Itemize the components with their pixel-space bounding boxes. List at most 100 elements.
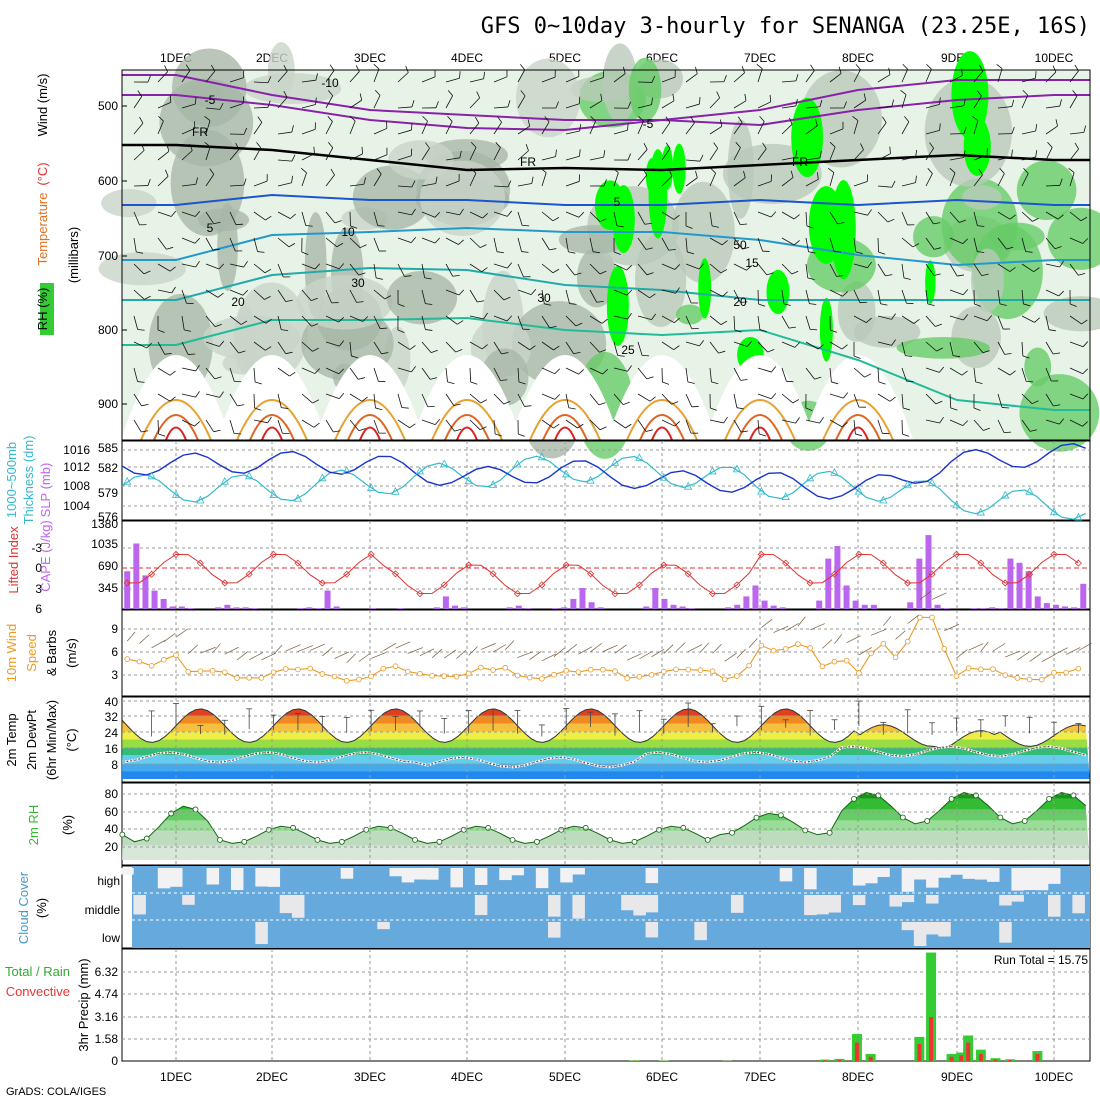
rh-fill xyxy=(1043,296,1100,332)
cloud-gap xyxy=(645,868,659,884)
lifted-index-tick-label: 6 xyxy=(35,602,42,616)
temp-contour-25 xyxy=(724,399,796,441)
wind-barb xyxy=(733,237,743,250)
rh-fill xyxy=(101,189,157,218)
wind-barb xyxy=(757,211,772,218)
wind-barb-10m xyxy=(822,639,833,649)
wind-barb xyxy=(997,68,1003,83)
wind-barb xyxy=(637,315,652,321)
wind-barb xyxy=(397,211,412,216)
wind-speed-marker xyxy=(563,667,570,674)
wind-barb xyxy=(541,172,547,187)
thickness-marker xyxy=(513,459,522,468)
cape-bar xyxy=(597,607,604,609)
wind-barb-10m xyxy=(492,644,507,653)
wind-barb-feather xyxy=(470,167,477,174)
wind-barb xyxy=(133,289,145,300)
wind-barb-feather xyxy=(425,329,433,331)
wind-barb-10m xyxy=(627,653,642,661)
wind-barb-feather xyxy=(759,329,767,332)
wind-barb-feather xyxy=(929,142,934,149)
temperature-contour-label: 15 xyxy=(745,256,759,270)
wind-barb-feather xyxy=(1055,119,1058,127)
wind-barb xyxy=(589,156,604,161)
bottom-date-labels: 1DEC 2DEC 3DEC 4DEC 5DEC 6DEC 7DEC 8DEC 9DEC 10DE… xyxy=(160,1070,1074,1084)
wind-barb xyxy=(253,237,258,252)
rh-marker xyxy=(412,836,418,843)
wind-barb-feather xyxy=(831,381,839,385)
wind-barb-feather xyxy=(675,287,680,294)
wind-barb-feather xyxy=(454,428,462,432)
wind-barb-feather xyxy=(137,90,143,97)
cape-bar xyxy=(725,607,732,609)
wind-barb xyxy=(901,367,907,382)
cape-bar xyxy=(160,598,167,609)
wind-barb-feather xyxy=(305,225,313,227)
wind-barb xyxy=(757,121,765,135)
wind-barb xyxy=(901,69,909,83)
wind-barb-feather xyxy=(166,246,174,250)
rh-marker xyxy=(265,826,272,833)
rh-fill xyxy=(203,315,301,361)
wind-barb-10m xyxy=(748,638,758,648)
temp-label-1: 2m Temp xyxy=(4,713,19,766)
wind-barb-feather xyxy=(459,71,461,79)
wind-barb xyxy=(517,367,520,382)
wind-barb xyxy=(133,150,145,161)
wind-barb xyxy=(877,315,892,320)
cloud-gap xyxy=(572,895,585,919)
wind-barb-feather xyxy=(834,251,842,253)
wind-barb-feather xyxy=(1011,149,1013,157)
precip-bar-convective xyxy=(949,1056,954,1061)
wind-barb-feather xyxy=(575,322,583,327)
wind-barb-feather xyxy=(617,355,625,357)
wind-barb-feather xyxy=(267,100,271,108)
wind-barb-feather xyxy=(301,251,309,256)
cape-bar xyxy=(552,608,559,609)
wind-barb xyxy=(277,159,292,162)
cape-bar xyxy=(916,558,923,609)
precip-bar-convective xyxy=(1008,1059,1013,1061)
lifted-index-tick-label: 0 xyxy=(35,561,42,575)
wind-barb-feather xyxy=(350,225,358,229)
temp-contour-25 xyxy=(236,399,308,441)
wind-barb xyxy=(973,70,984,83)
wind-barb-feather xyxy=(1035,71,1037,79)
wind-barb-feather xyxy=(770,211,777,218)
rh-marker xyxy=(241,838,248,845)
wind-barb xyxy=(565,103,580,109)
cape-bar xyxy=(688,608,695,609)
wind-barb-feather xyxy=(889,396,896,402)
wind-barb xyxy=(781,237,795,246)
temp-contour-35 xyxy=(359,426,381,441)
wind-barb-feather xyxy=(141,143,145,151)
thickness-marker xyxy=(1001,490,1010,499)
wind-barb xyxy=(517,263,524,278)
temperature-contour xyxy=(122,266,1090,301)
wind-barb xyxy=(733,177,746,187)
wind-barb-10m xyxy=(187,644,198,654)
wind-barb xyxy=(613,419,626,429)
precip-bar-convective xyxy=(966,1042,971,1061)
wind-barb xyxy=(733,211,741,225)
wind-barb-feather xyxy=(627,101,632,109)
rh-marker xyxy=(680,824,687,831)
cloud-gap xyxy=(926,868,939,888)
wind-barb-feather xyxy=(716,91,721,99)
wind-barb xyxy=(925,419,940,424)
wind-barb xyxy=(493,147,501,161)
wind-barb xyxy=(997,393,1003,408)
wind-barb-feather xyxy=(568,407,576,410)
wind-speed-marker xyxy=(234,675,240,681)
thickness-marker xyxy=(732,464,742,473)
wind-speed-marker xyxy=(161,656,167,663)
wind-barb xyxy=(421,367,431,380)
cape-bar xyxy=(779,607,786,609)
wind-barb-feather xyxy=(470,381,478,385)
wind-barb-feather xyxy=(453,403,461,406)
wind-barb xyxy=(853,181,868,187)
wind-barb-feather xyxy=(554,368,561,374)
wind-barb-feather xyxy=(603,179,607,187)
wind-barb-feather xyxy=(409,423,416,429)
